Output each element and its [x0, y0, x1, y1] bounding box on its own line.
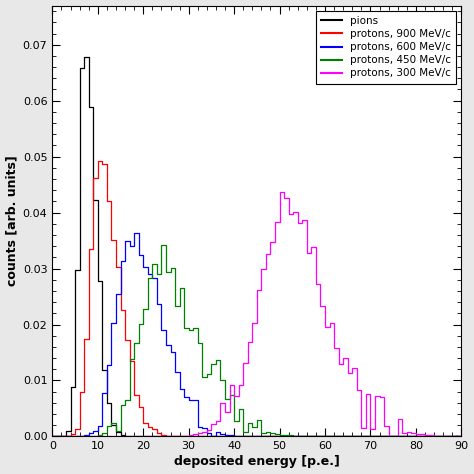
Legend: pions, protons, 900 MeV/c, protons, 600 MeV/c, protons, 450 MeV/c, protons, 300 : pions, protons, 900 MeV/c, protons, 600 … — [316, 11, 456, 84]
X-axis label: deposited energy [p.e.]: deposited energy [p.e.] — [174, 456, 340, 468]
Y-axis label: counts [arb. units]: counts [arb. units] — [6, 155, 18, 286]
